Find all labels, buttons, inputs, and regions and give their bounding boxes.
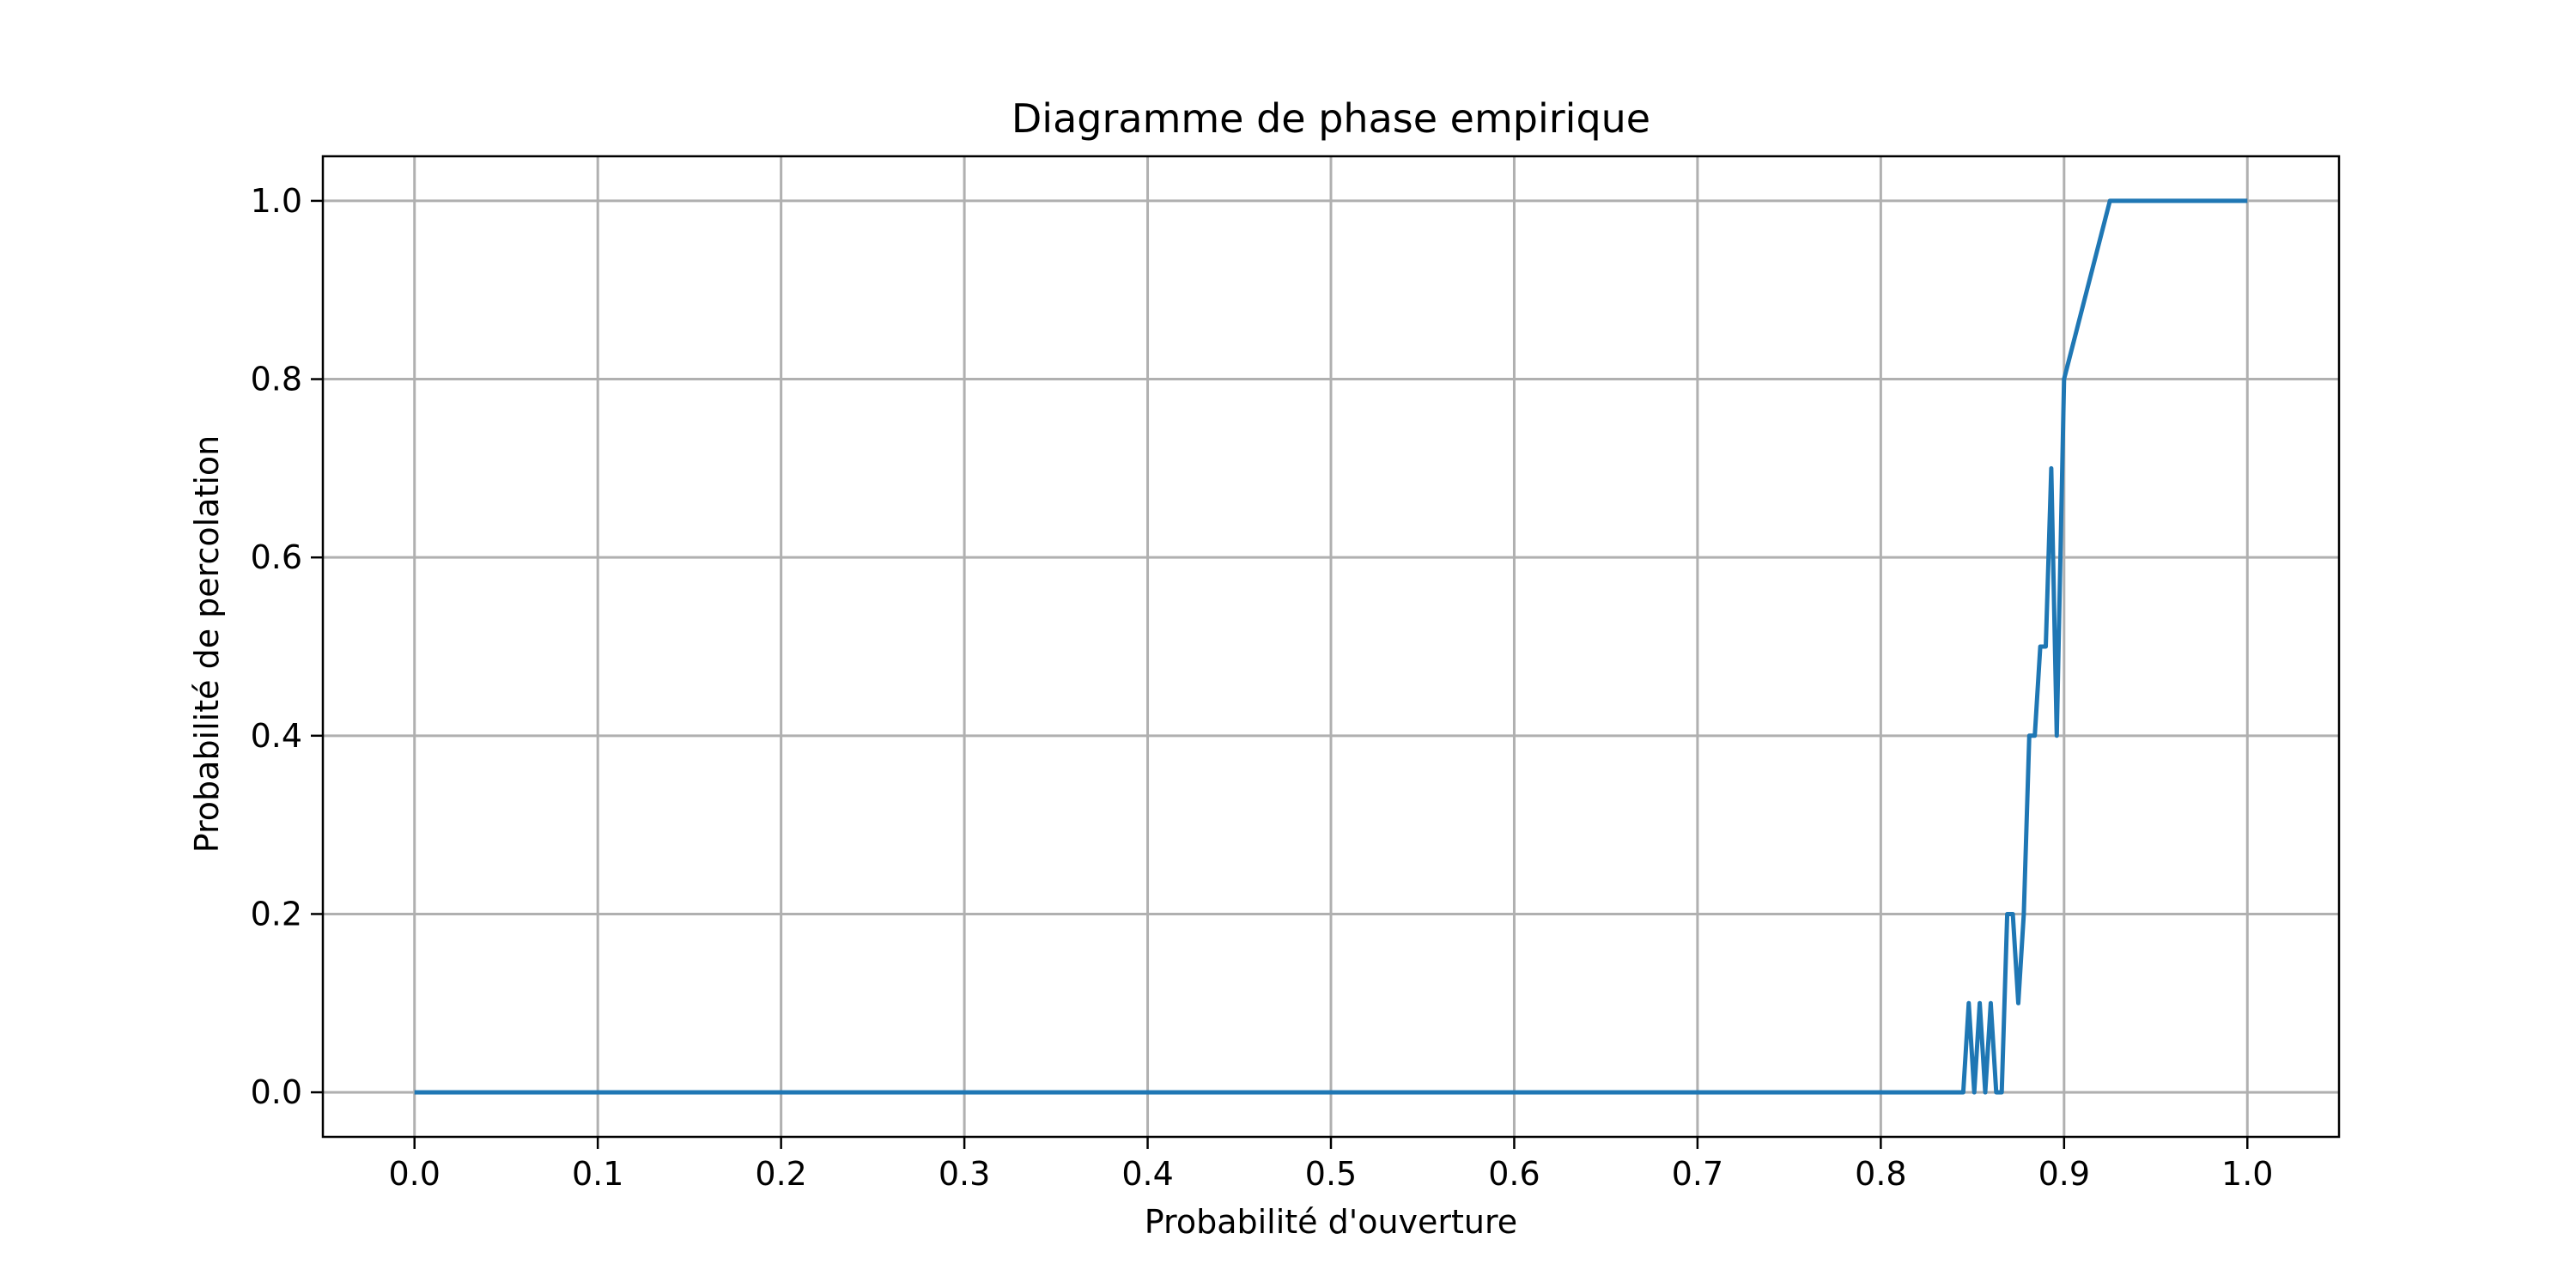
x-tick-label: 0.0 xyxy=(389,1155,440,1193)
x-tick-label: 0.1 xyxy=(572,1155,623,1193)
series-line xyxy=(414,198,2248,1095)
y-tick-label: 0.6 xyxy=(251,538,302,576)
x-tick-label: 0.7 xyxy=(1672,1155,1723,1193)
x-tick-label: 0.2 xyxy=(755,1155,806,1193)
y-tick-label: 0.0 xyxy=(251,1073,302,1111)
ticks: 0.0 0.1 0.2 0.3 0.4 0.5 0.6 0.7 0.8 0.9 1.0 0.0 0.2 0… xyxy=(251,182,2274,1193)
y-axis-label: Probabilité de percolation xyxy=(188,435,226,854)
x-tick-label: 0.8 xyxy=(1855,1155,1906,1193)
x-tick-label: 0.5 xyxy=(1305,1155,1357,1193)
x-tick-label: 0.3 xyxy=(939,1155,990,1193)
x-axis-label: Probabilité d'ouverture xyxy=(1145,1203,1517,1241)
chart-title: Diagramme de phase empirique xyxy=(1012,95,1650,142)
y-tick-label: 0.2 xyxy=(251,895,302,933)
x-tick-label: 0.4 xyxy=(1121,1155,1173,1193)
x-tick-label: 0.9 xyxy=(2038,1155,2090,1193)
y-tick-label: 0.8 xyxy=(251,361,302,398)
x-tick-label: 1.0 xyxy=(2221,1155,2273,1193)
y-tick-label: 1.0 xyxy=(251,182,302,220)
x-tick-label: 0.6 xyxy=(1488,1155,1540,1193)
y-tick-label: 0.4 xyxy=(251,717,302,755)
series-layer xyxy=(414,198,2248,1095)
